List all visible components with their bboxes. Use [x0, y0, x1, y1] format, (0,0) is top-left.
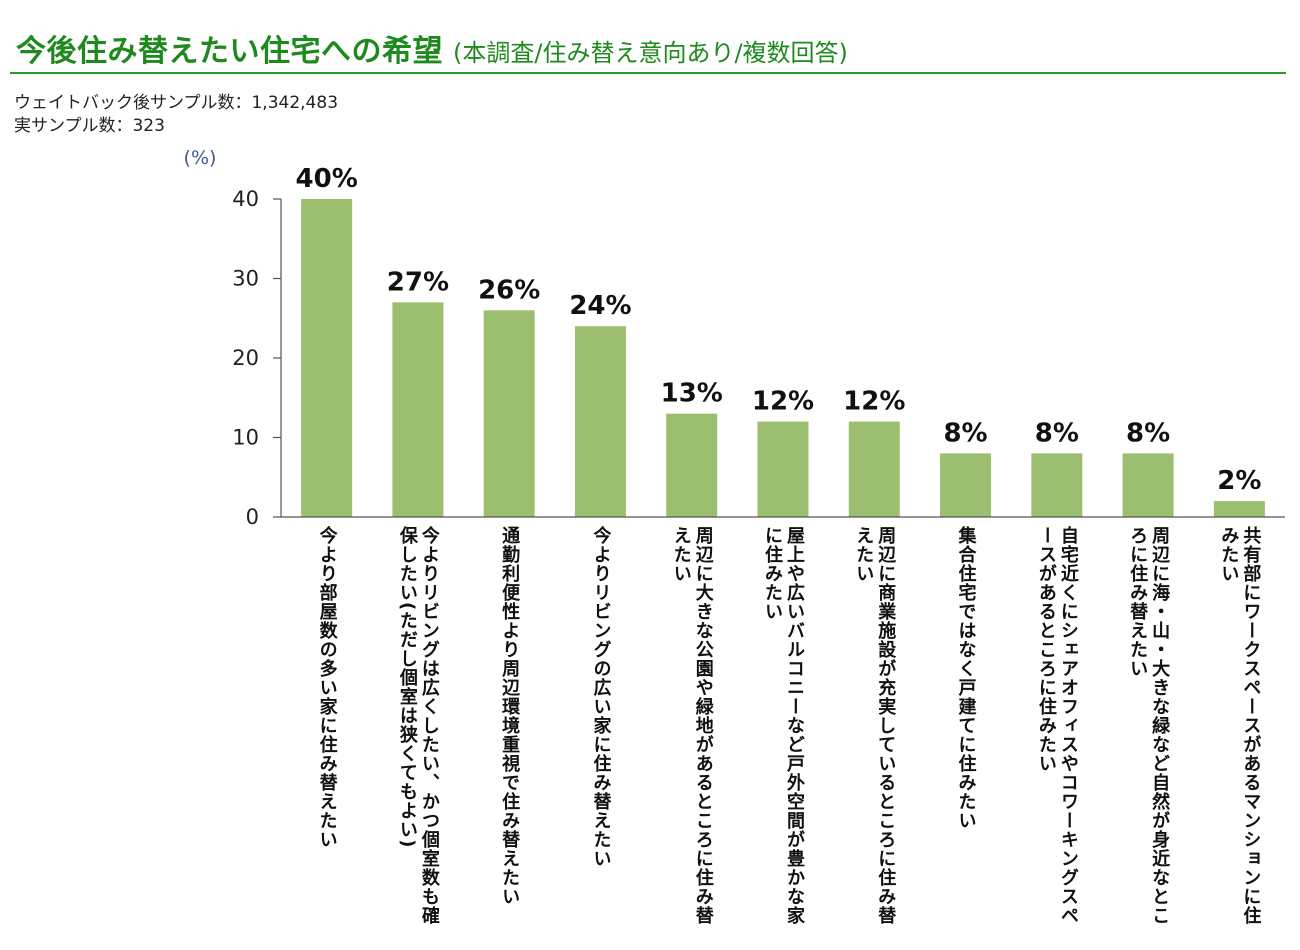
- category-label: 通勤利便性より周辺環境重視で住み替えたい: [499, 526, 521, 906]
- chart-title: 今後住み替えたい住宅への希望 (本調査/住み替え意向あり/複数回答): [16, 26, 848, 70]
- data-label: 2%: [1217, 466, 1261, 496]
- data-label: 40%: [296, 164, 358, 194]
- data-label: 24%: [569, 291, 631, 321]
- y-axis-unit: (%): [184, 147, 217, 169]
- category-label: 集合住宅ではなく戸建てに住みたい: [955, 526, 977, 830]
- bar: [392, 302, 444, 517]
- category-label: 今より部屋数の多い家に住み替えたい: [316, 526, 338, 849]
- title-rule: [10, 72, 1286, 74]
- data-label: 12%: [752, 387, 814, 417]
- actual-sample-count: 実サンプル数：323: [14, 116, 165, 136]
- bar: [940, 453, 992, 517]
- data-label: 26%: [478, 275, 540, 305]
- bar: [1213, 501, 1265, 517]
- bar: [574, 326, 626, 517]
- data-label: 8%: [1035, 418, 1079, 448]
- bar: [848, 421, 900, 517]
- y-tick-label: 0: [246, 505, 259, 529]
- y-tick-label: 20: [232, 346, 259, 370]
- data-label: 8%: [943, 418, 987, 448]
- bar: [301, 199, 353, 517]
- bar: [757, 421, 809, 517]
- title-subtitle: (本調査/住み替え意向あり/複数回答): [453, 39, 848, 67]
- data-label: 12%: [843, 387, 905, 417]
- title-main: 今後住み替えたい住宅への希望: [16, 34, 443, 69]
- category-label: 屋上や広いバルコニーなど戸外空間が豊かな家に住みたい: [762, 526, 805, 925]
- category-label: 周辺に商業施設が充実しているところに住み替えたい: [853, 526, 897, 925]
- data-label: 27%: [387, 267, 449, 297]
- data-label: 13%: [661, 379, 723, 409]
- category-label: 周辺に大きな公園や緑地があるところに住み替えたい: [670, 526, 714, 925]
- y-tick-label: 10: [232, 426, 259, 450]
- category-label: 共有部にワークスペースがあるマンションに住みたい: [1218, 526, 1262, 925]
- bar: [1031, 453, 1083, 517]
- weighted-sample-count: ウェイトバック後サンプル数：1,342,483: [14, 93, 339, 113]
- category-label: 自宅近くにシェアオフィスやコワーキングスペースがあるところに住みたい: [1035, 526, 1079, 925]
- bar: [483, 310, 535, 517]
- category-label: 周辺に海・山・大きな緑など自然が身近なところに住み替えたい: [1127, 526, 1171, 925]
- y-tick-label: 30: [232, 267, 259, 291]
- bar: [666, 413, 718, 517]
- data-label: 8%: [1126, 418, 1170, 448]
- bar: [1122, 453, 1174, 517]
- y-tick-label: 40: [232, 187, 259, 211]
- category-label: 今よりリビングの広い家に住み替えたい: [590, 526, 612, 868]
- category-label: 今よりリビングは広くしたい、かつ個室数も確保したい(ただし個室は狭くてもよい): [396, 526, 440, 925]
